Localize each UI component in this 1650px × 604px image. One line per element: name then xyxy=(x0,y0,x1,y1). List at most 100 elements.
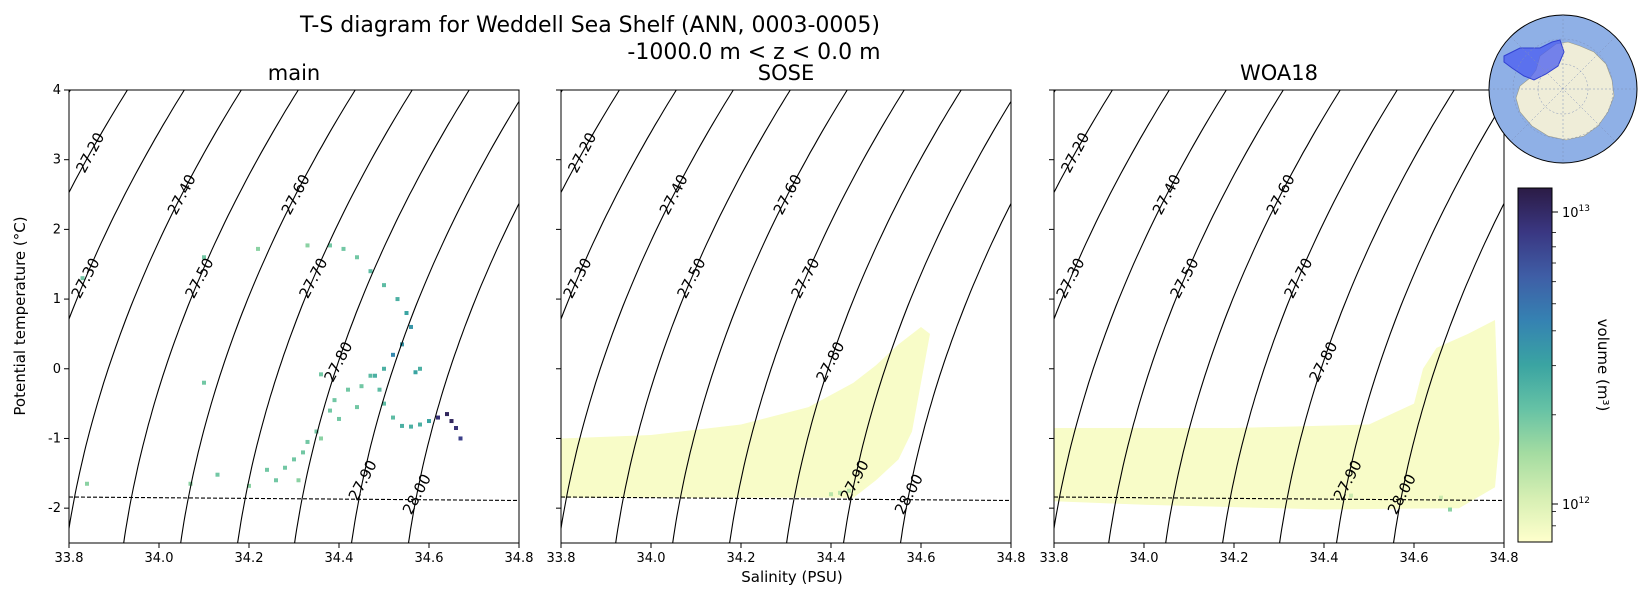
histogram-cell xyxy=(436,415,440,420)
freezing-line xyxy=(561,496,1011,502)
y-tick-label: 0 xyxy=(53,362,61,377)
panels: main 27.20 27.30 27.40 27.50 27.60 27.70 27.80 2… xyxy=(48,61,1519,566)
density-contour xyxy=(123,90,299,543)
histogram-cell xyxy=(359,384,364,389)
x-tick-label: 33.8 xyxy=(1040,551,1069,566)
contour-label: 27.70 xyxy=(295,255,331,301)
map-graticule xyxy=(1489,15,1637,163)
contour-label: 27.60 xyxy=(1263,171,1299,217)
axes-frame xyxy=(560,89,1012,544)
histogram-cell xyxy=(413,370,418,375)
contour-label: 27.80 xyxy=(812,339,848,385)
histogram-cell xyxy=(458,436,463,441)
density-contour xyxy=(1279,90,1455,543)
y-tick-label: -1 xyxy=(48,431,61,446)
histogram-region xyxy=(1054,320,1500,510)
y-tick-label: 3 xyxy=(53,153,61,168)
contour-label: 27.40 xyxy=(164,171,200,217)
x-tick-label: 34.8 xyxy=(505,551,534,566)
x-tick-label: 33.8 xyxy=(55,551,84,566)
x-tick-label: 34.4 xyxy=(817,551,846,566)
contour-label: 27.20 xyxy=(72,130,108,176)
freezing-line xyxy=(69,496,519,502)
contour-label: 27.90 xyxy=(345,457,381,503)
histogram-cell xyxy=(391,352,395,357)
histogram-cell xyxy=(296,478,301,483)
histogram-cell xyxy=(1448,507,1452,512)
contour-label: 28.00 xyxy=(891,471,927,517)
histogram-cell xyxy=(305,439,310,444)
panel-main: main 27.20 27.30 27.40 27.50 27.60 27.70 27.80 2… xyxy=(48,61,534,566)
colorbar-tick-label-1e13: 1013 xyxy=(1562,204,1590,221)
contour-label: 27.50 xyxy=(1166,255,1202,301)
density-contour xyxy=(786,90,962,543)
histogram-cell xyxy=(319,372,323,377)
histogram-cell xyxy=(382,283,386,288)
colorbar-label: volume (m³) xyxy=(1594,319,1612,412)
histogram-cell xyxy=(247,483,251,488)
contour-label: 27.60 xyxy=(278,171,314,217)
histogram-cell xyxy=(400,423,404,428)
histogram-cell xyxy=(838,490,842,495)
histogram-cell xyxy=(328,243,332,248)
histogram-cell xyxy=(337,416,341,421)
histogram-cell xyxy=(427,419,431,424)
histogram-cell xyxy=(449,419,454,424)
x-tick-label: 34.6 xyxy=(907,551,936,566)
contour-label: 27.70 xyxy=(1280,255,1316,301)
x-tick-label: 34.0 xyxy=(1130,551,1159,566)
contour-label: 28.00 xyxy=(399,471,435,517)
density-contour xyxy=(842,100,1011,543)
density-contour xyxy=(350,100,519,543)
contour-label: 27.20 xyxy=(1057,130,1093,176)
colorbar-gradient xyxy=(1517,187,1553,543)
histogram-cell xyxy=(265,467,269,472)
x-tick-label: 34.2 xyxy=(727,551,756,566)
histogram-cell xyxy=(409,324,413,329)
density-contour xyxy=(69,90,242,532)
histogram-cell xyxy=(1349,493,1353,498)
contour-label: 27.50 xyxy=(673,255,709,301)
histogram-cell xyxy=(274,478,278,483)
density-contour xyxy=(69,90,129,194)
histogram-cell xyxy=(847,488,851,493)
density-contour xyxy=(180,90,356,543)
histogram-cell xyxy=(418,366,422,371)
histogram-cell xyxy=(445,412,449,417)
density-contour xyxy=(561,90,734,532)
axes-frame xyxy=(1053,89,1505,544)
density-contour xyxy=(1054,90,1170,321)
contour-label: 27.40 xyxy=(1149,171,1185,217)
histogram-cell xyxy=(829,492,833,497)
histogram-cell xyxy=(319,436,323,441)
panel-title: main xyxy=(268,61,320,85)
histogram-cell xyxy=(188,481,193,486)
y-tick-label: 4 xyxy=(53,83,61,98)
histogram-cell xyxy=(80,276,85,281)
x-tick-label: 34.4 xyxy=(1310,551,1339,566)
density-contour xyxy=(69,90,185,321)
panel-title: WOA18 xyxy=(1240,61,1318,85)
density-contour xyxy=(561,90,677,321)
figure-title-line1: T-S diagram for Weddell Sea Shelf (ANN, … xyxy=(299,13,880,38)
contour-label: 27.20 xyxy=(564,130,600,176)
histogram-cell xyxy=(202,380,206,385)
x-tick-label: 34.6 xyxy=(415,551,444,566)
colorbar-tick-label-1e12: 1012 xyxy=(1562,496,1590,513)
contour-label: 27.80 xyxy=(1305,339,1341,385)
contour-label: 27.30 xyxy=(68,255,104,301)
histogram-cell xyxy=(301,450,305,455)
histogram-cell xyxy=(395,297,400,302)
inset-map xyxy=(1488,14,1638,164)
x-tick-label: 34.4 xyxy=(325,551,354,566)
x-tick-label: 34.8 xyxy=(997,551,1026,566)
histogram-cell xyxy=(85,481,89,486)
histogram-cell xyxy=(1439,495,1443,500)
panel-woa18: WOA18 27.20 27.30 27.40 27.50 27.60 27.70 27.80… xyxy=(1040,61,1519,566)
density-contour xyxy=(899,202,1011,543)
density-contour xyxy=(1222,90,1398,543)
x-tick-label: 34.2 xyxy=(1220,551,1249,566)
density-contour xyxy=(294,90,470,543)
